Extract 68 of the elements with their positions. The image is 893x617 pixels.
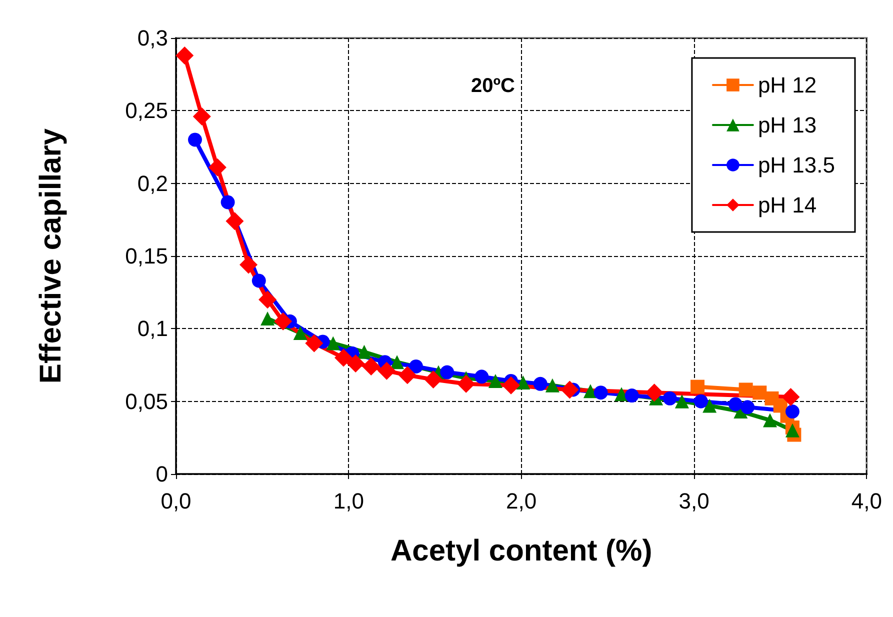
point <box>293 326 308 340</box>
point <box>740 400 755 414</box>
point <box>694 394 708 408</box>
legend-label: pH 13 <box>758 112 817 138</box>
x-tick-label: 3,0 <box>678 488 710 514</box>
point <box>274 312 292 330</box>
point <box>594 386 608 400</box>
point <box>624 388 639 403</box>
y-tick-label: 0,3 <box>137 26 168 50</box>
point <box>326 336 340 350</box>
point <box>545 378 560 392</box>
legend-label: pH 12 <box>758 72 817 98</box>
y-axis-title: Effective capillary <box>34 128 68 384</box>
point <box>390 355 404 370</box>
point <box>188 132 202 147</box>
point <box>346 354 365 373</box>
point <box>334 348 352 367</box>
point <box>220 195 235 210</box>
point <box>252 274 266 288</box>
y-tick-label: 0 <box>156 462 168 486</box>
annotation: 20ºC <box>471 75 515 97</box>
point <box>409 359 424 374</box>
point <box>192 107 211 126</box>
point <box>728 397 742 412</box>
point <box>226 212 244 230</box>
point <box>782 388 800 406</box>
point <box>763 413 778 428</box>
point <box>176 46 194 64</box>
x-tick-label: 1,0 <box>333 488 364 514</box>
x-tick-label: 4,0 <box>851 488 882 514</box>
point <box>702 398 717 413</box>
point <box>362 357 380 376</box>
point <box>785 404 800 419</box>
point <box>258 290 277 309</box>
point <box>645 384 664 402</box>
point <box>488 374 502 388</box>
point <box>560 380 579 399</box>
y-tick-label: 0,25 <box>125 98 168 124</box>
point <box>260 311 275 326</box>
point <box>502 376 520 394</box>
point <box>440 365 454 380</box>
point <box>474 370 489 384</box>
point <box>674 394 689 408</box>
point <box>752 386 767 400</box>
point <box>305 334 324 352</box>
point <box>398 366 416 384</box>
y-tick-label: 0,05 <box>125 388 168 414</box>
point <box>457 374 476 393</box>
x-axis-title: Acetyl content (%) <box>390 534 652 568</box>
legend-label: pH 14 <box>758 192 817 218</box>
y-tick-label: 0,15 <box>125 244 168 268</box>
point <box>240 256 258 274</box>
point <box>357 344 372 359</box>
point <box>690 380 704 394</box>
x-tick-label: 2,0 <box>506 488 537 514</box>
point <box>738 382 753 397</box>
point <box>424 370 442 389</box>
point <box>378 362 396 380</box>
point <box>785 423 800 438</box>
point <box>533 376 548 391</box>
point <box>208 158 226 176</box>
legend-label: pH 13.5 <box>758 152 836 178</box>
y-tick-label: 0,2 <box>137 170 168 196</box>
point <box>516 375 530 390</box>
point <box>662 391 677 406</box>
x-tick-label: 0,0 <box>160 488 192 514</box>
y-tick-label: 0,1 <box>137 316 168 342</box>
point <box>614 387 629 402</box>
